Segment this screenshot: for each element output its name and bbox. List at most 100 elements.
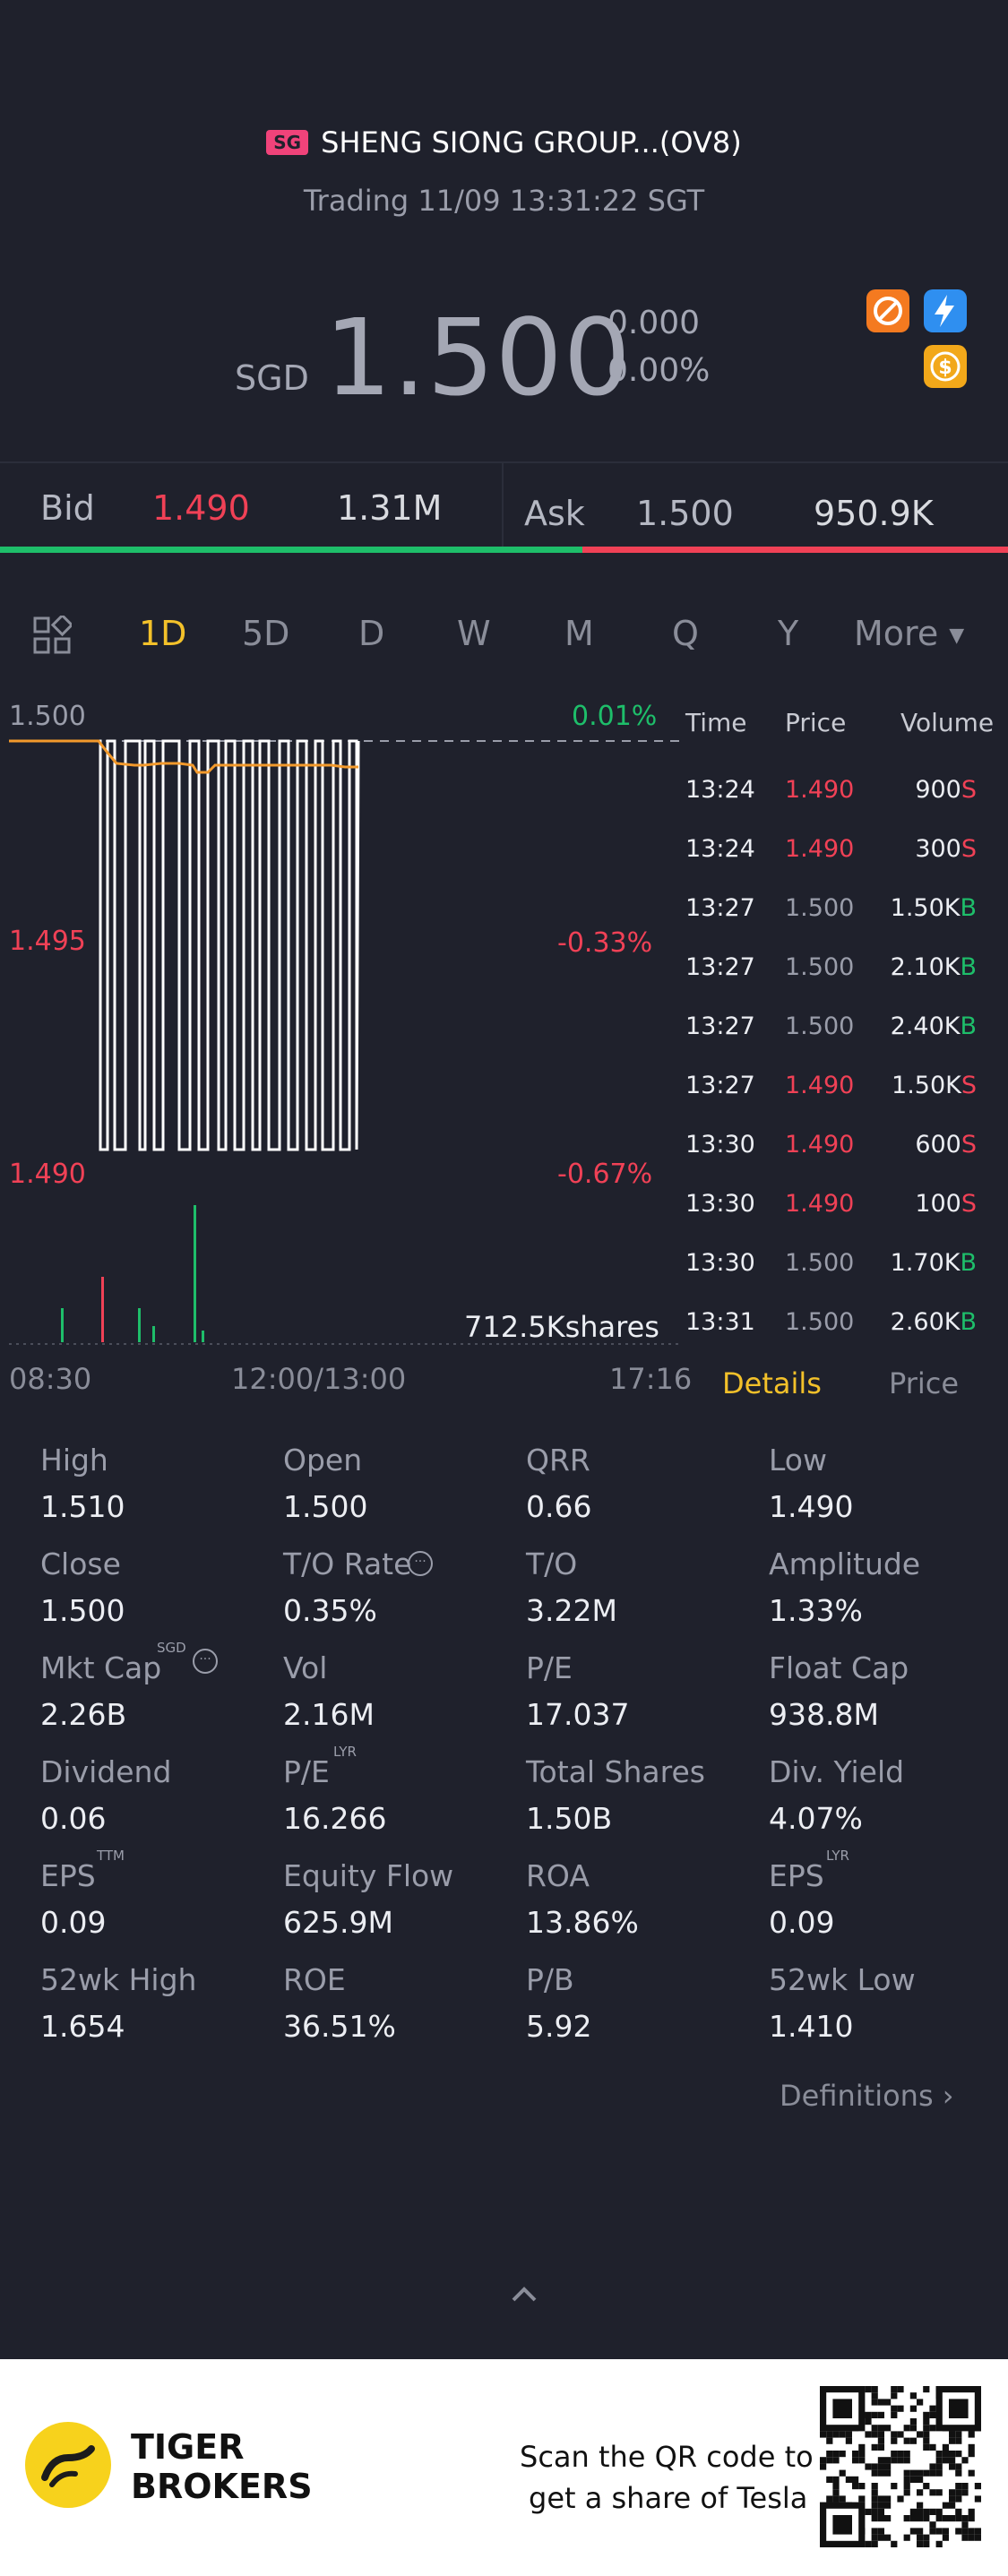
trade-side: B (960, 1249, 977, 1277)
trade-time: 13:27 (685, 894, 755, 922)
tab-m[interactable]: M (564, 614, 594, 653)
no-shorting-icon[interactable] (866, 289, 909, 332)
trade-time: 13:27 (685, 1072, 755, 1099)
pct-tick-bottom: -0.67% (557, 1159, 653, 1190)
tab-d[interactable]: D (358, 614, 385, 653)
brand-line2: BROKERS (131, 2467, 313, 2506)
stat-label: P/E (283, 1754, 330, 1789)
tab-w[interactable]: W (457, 614, 491, 653)
trade-volume-value: 2.10K (890, 953, 961, 981)
trade-volume-value: 1.70K (890, 1249, 961, 1277)
flash-icon[interactable] (924, 289, 967, 332)
tab-5d[interactable]: 5D (242, 614, 290, 653)
tab-y[interactable]: Y (778, 614, 799, 653)
pct-tick-top: 0.01% (572, 701, 658, 732)
chevron-up-icon[interactable] (506, 2280, 542, 2311)
trade-time: 13:30 (685, 1249, 755, 1277)
trade-price: 1.500 (785, 1012, 855, 1040)
trading-status: Trading 11/09 13:31:22 SGT (303, 184, 705, 218)
stat-superscript: SGD (157, 1640, 186, 1656)
trade-volume: 300S (915, 835, 977, 863)
x-tick-start: 08:30 (9, 1362, 92, 1396)
trade-volume: 1.70KB (891, 1249, 977, 1277)
tab-price[interactable]: Price (889, 1366, 960, 1400)
trade-volume: 2.60KB (891, 1308, 977, 1336)
stat-label: Equity Flow (283, 1858, 454, 1893)
stock-title: SG SHENG SIONG GROUP...(OV8) (0, 125, 1008, 159)
stat-label: ROE (283, 1962, 346, 1997)
stat-value: 13.86% (526, 1905, 639, 1940)
trade-volume: 1.50KS (892, 1072, 977, 1099)
stat-label: 52wk High (40, 1962, 197, 1997)
stat-value: 0.09 (769, 1905, 835, 1940)
x-tick-end: 17:16 (609, 1362, 693, 1396)
stat-label: Amplitude (769, 1546, 921, 1581)
stat-superscript: TTM (97, 1848, 125, 1864)
more-label: More (854, 614, 939, 653)
stat-value: 625.9M (283, 1905, 393, 1940)
stat-superscript: LYR (333, 1744, 357, 1760)
stock-name[interactable]: SHENG SIONG GROUP...(OV8) (321, 125, 742, 159)
tab-1d[interactable]: 1D (139, 614, 187, 653)
definitions-label: Definitions (780, 2079, 934, 2113)
trade-volume: 900S (915, 776, 977, 804)
intraday-chart[interactable] (0, 690, 681, 1353)
more-info-icon[interactable]: ··· (193, 1649, 218, 1674)
stat-label: Dividend (40, 1754, 172, 1789)
stat-label: EPS (769, 1858, 824, 1893)
trade-time: 13:24 (685, 835, 755, 863)
stat-value: 5.92 (526, 2009, 592, 2044)
stat-value: 2.26B (40, 1697, 127, 1732)
stock-header: SG SHENG SIONG GROUP...(OV8) Trading 11/0… (0, 0, 1008, 461)
more-info-icon[interactable]: ··· (408, 1551, 433, 1576)
stat-label: P/B (526, 1962, 574, 1997)
bid-ask-bar: Bid 1.490 1.31M Ask 1.500 950.9K (0, 461, 1008, 553)
trade-time: 13:24 (685, 776, 755, 804)
market-badge: SG (266, 130, 309, 155)
trade-volume-value: 1.50K (892, 1072, 961, 1099)
stat-label: Div. Yield (769, 1754, 905, 1789)
stat-label: Open (283, 1443, 363, 1478)
stat-value: 1.50B (526, 1801, 613, 1836)
tab-q[interactable]: Q (672, 614, 699, 653)
tab-details[interactable]: Details (722, 1366, 822, 1400)
trade-time: 13:27 (685, 1012, 755, 1040)
trade-time: 13:27 (685, 953, 755, 981)
stat-value: 16.266 (283, 1801, 387, 1836)
stat-label: ROA (526, 1858, 590, 1893)
layout-grid-icon[interactable] (32, 613, 74, 659)
trade-price: 1.490 (785, 1072, 855, 1099)
trade-side: B (960, 953, 977, 981)
stat-value: 2.16M (283, 1697, 375, 1732)
stat-label: T/O Rate (283, 1546, 412, 1581)
definitions-link[interactable]: Definitions › (780, 2079, 954, 2113)
price-line-group (9, 739, 360, 1151)
trade-time: 13:30 (685, 1131, 755, 1159)
trade-side: S (961, 835, 977, 863)
stat-label: Mkt Cap (40, 1650, 162, 1685)
stat-label: Vol (283, 1650, 328, 1685)
stat-value: 3.22M (526, 1593, 617, 1628)
trade-volume-value: 900 (915, 776, 961, 804)
chevron-down-icon: ▼ (949, 625, 965, 647)
volume-bars (61, 1205, 204, 1342)
stat-label: EPS (40, 1858, 96, 1893)
volume-bar (152, 1326, 155, 1342)
promo-line2: get a share of Tesla (529, 2481, 808, 2515)
tab-more[interactable]: More ▼ (854, 614, 964, 653)
trade-side: S (961, 1131, 977, 1159)
volume-bar (138, 1308, 141, 1342)
volume-bar (61, 1308, 64, 1342)
trade-volume: 100S (915, 1190, 977, 1218)
trade-volume: 2.40KB (891, 1012, 977, 1040)
dividend-icon[interactable]: $ (924, 345, 967, 388)
trade-side: B (960, 894, 977, 922)
trade-volume-value: 600 (915, 1131, 961, 1159)
stat-value: 1.500 (40, 1593, 125, 1628)
trade-volume: 1.50KB (891, 894, 977, 922)
currency-label: SGD (235, 358, 309, 398)
bid-volume: 1.31M (337, 488, 443, 528)
qr-code[interactable] (820, 2386, 981, 2547)
price-line (9, 739, 360, 1151)
stat-value: 0.35% (283, 1593, 377, 1628)
